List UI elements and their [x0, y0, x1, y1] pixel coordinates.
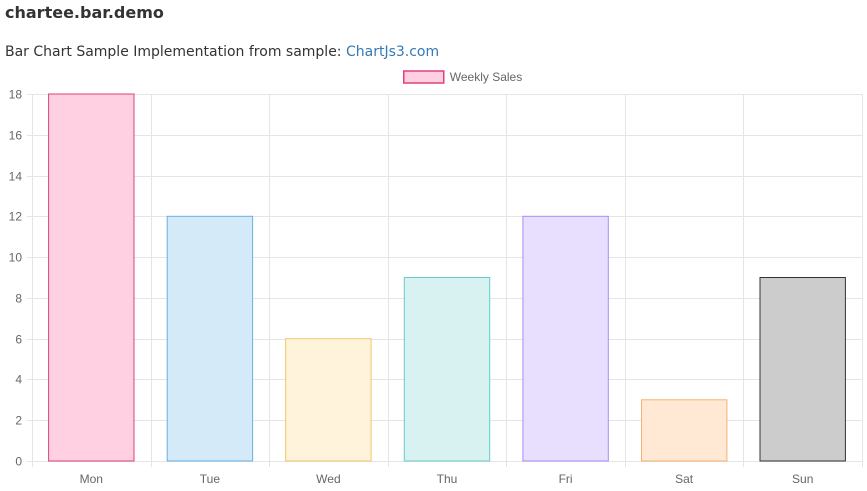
y-tick-label: 2	[15, 414, 22, 428]
x-axis-ticks: Mon Tue Wed Thu Fri Sat Sun	[80, 472, 814, 486]
bars	[48, 93, 846, 462]
bar-wed	[285, 338, 372, 462]
y-tick-label: 14	[9, 170, 23, 184]
y-tick-label: 10	[9, 251, 23, 265]
chartjs-link[interactable]: ChartJs3.com	[345, 44, 440, 60]
y-tick-label: 12	[9, 210, 23, 224]
legend-label: Weekly Sales	[450, 70, 522, 84]
y-tick-label: 0	[15, 455, 22, 469]
page-subtitle: Bar Chart Sample Implementation from sam…	[5, 44, 439, 60]
x-tick-label: Wed	[316, 472, 340, 486]
bar-sat	[641, 399, 728, 462]
x-tick-label: Fri	[559, 472, 573, 486]
y-tick-label: 6	[15, 333, 22, 347]
bar-mon	[48, 93, 135, 462]
x-tick-label: Sat	[675, 472, 694, 486]
y-axis-ticks: 0 2 4 6 8 10 12 14 16 18	[9, 88, 23, 469]
bar-fri	[522, 215, 609, 462]
subtitle-text: Bar Chart Sample Implementation from sam…	[5, 44, 346, 60]
y-tick-label: 8	[15, 292, 22, 306]
grid-lines	[27, 94, 863, 467]
bar-thu	[403, 277, 491, 462]
y-tick-label: 18	[9, 88, 23, 102]
x-tick-label: Mon	[80, 472, 103, 486]
page-title: chartee.bar.demo	[5, 3, 164, 22]
legend-swatch	[403, 70, 445, 84]
legend[interactable]: Weekly Sales	[403, 70, 522, 84]
x-tick-label: Sun	[792, 472, 813, 486]
y-tick-label: 4	[15, 373, 22, 387]
x-tick-label: Tue	[200, 472, 221, 486]
x-tick-label: Thu	[437, 472, 458, 486]
bar-tue	[166, 215, 254, 462]
bar-sun	[759, 277, 846, 462]
y-tick-label: 16	[9, 129, 23, 143]
